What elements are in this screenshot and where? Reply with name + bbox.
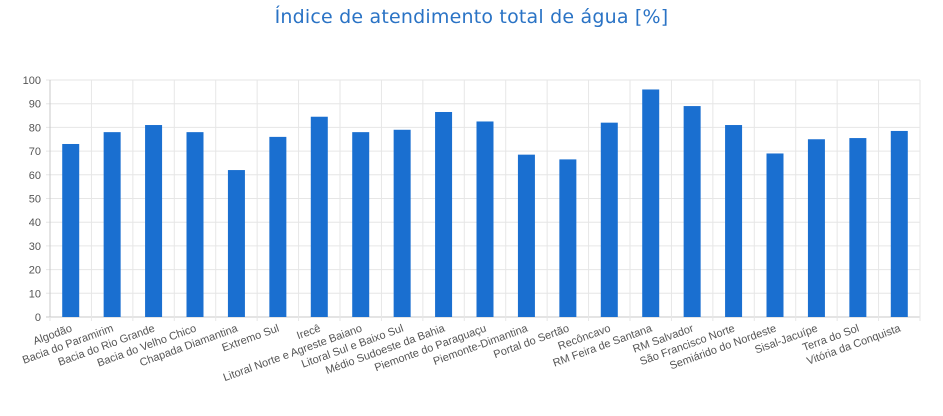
bar bbox=[683, 106, 701, 317]
bar bbox=[227, 170, 245, 317]
y-tick-label: 20 bbox=[29, 265, 41, 277]
bar bbox=[890, 130, 908, 317]
y-tick-label: 100 bbox=[23, 75, 41, 87]
bar bbox=[559, 159, 577, 317]
bar bbox=[600, 122, 618, 317]
y-tick-label: 40 bbox=[29, 217, 41, 229]
bar bbox=[352, 132, 370, 317]
y-tick-label: 50 bbox=[29, 194, 41, 206]
bars bbox=[62, 89, 908, 318]
y-tick-label: 10 bbox=[29, 288, 41, 300]
y-tick-label: 30 bbox=[29, 241, 41, 253]
bar bbox=[393, 129, 411, 317]
chart-title: Índice de atendimento total de água [%] bbox=[274, 6, 669, 28]
bar bbox=[766, 153, 784, 317]
bar bbox=[807, 139, 825, 317]
bar bbox=[103, 132, 121, 317]
bar bbox=[62, 143, 80, 317]
bar bbox=[145, 125, 163, 317]
y-tick-label: 80 bbox=[29, 122, 41, 134]
y-axis: 0 10 20 30 40 50 60 70 80 90 100 bbox=[23, 75, 41, 324]
bar bbox=[642, 89, 660, 317]
bar bbox=[310, 116, 328, 317]
y-tick-label: 0 bbox=[35, 312, 41, 324]
bar bbox=[269, 136, 287, 317]
y-tick-label: 90 bbox=[29, 99, 41, 111]
bar bbox=[476, 121, 494, 317]
bar bbox=[186, 132, 204, 317]
bar bbox=[725, 125, 743, 317]
bar bbox=[435, 111, 453, 318]
y-tick-label: 60 bbox=[29, 170, 41, 182]
bar bbox=[849, 138, 867, 317]
y-tick-label: 70 bbox=[29, 146, 41, 158]
bar bbox=[517, 154, 535, 317]
